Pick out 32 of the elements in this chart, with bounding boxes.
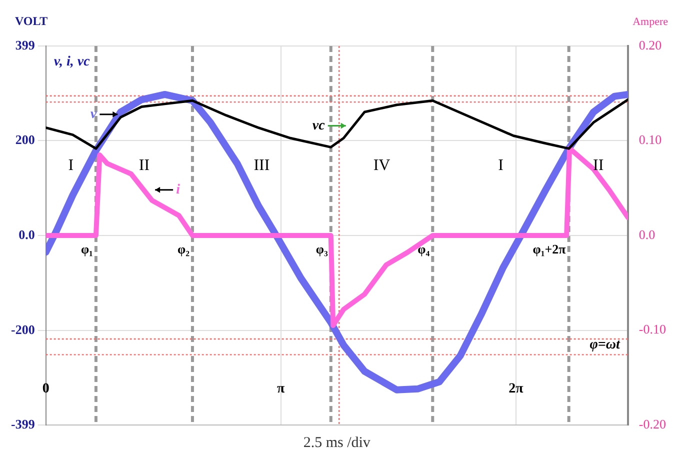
y-tick-label: -399 [10,416,36,432]
y-axis-title: VOLT [15,14,48,28]
ref-line-label: φ₁+2π [532,242,566,256]
y-tick-label: 399 [15,37,36,52]
x-tick-label: 0 [42,382,50,397]
x-axis-title: 2.5 ms /div [303,434,371,451]
text: v, i, vc [54,54,91,70]
annotation: II [138,157,150,174]
annotation: IV [373,157,391,174]
y2-tick-label: 0.10 [638,132,662,148]
annotation: i [176,182,180,198]
y2-tick-label: -0.20 [638,416,666,432]
y2-tick-label: 0.0 [638,226,656,242]
y2-tick-label: -0.10 [638,322,666,337]
ref-line-label: φ₁ [80,242,94,256]
annotation: II [593,157,604,174]
y-tick-label: -200 [10,322,35,337]
annotation: I [68,157,74,174]
annotation: III [254,157,270,174]
y-tick-label: 0.0 [18,226,35,242]
y2-tick-label: 0.20 [638,37,662,52]
y2-axis-title: Ampere [632,16,668,28]
y-tick-label: 200 [15,132,35,147]
ref-line-label: φ₄ [418,242,430,256]
annotation: vc [312,118,326,134]
ref-line-label: φ₂ [177,242,190,256]
x-tick-label: π [277,382,286,397]
x-tick-label: 2π [508,382,524,397]
annotation: I [498,157,504,174]
ref-line-label: φ₃ [316,242,328,256]
annotation: φ=ωt [590,338,622,353]
annotation: v [90,107,98,122]
